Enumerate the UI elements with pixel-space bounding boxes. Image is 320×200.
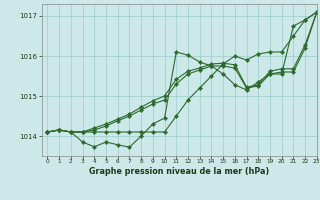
X-axis label: Graphe pression niveau de la mer (hPa): Graphe pression niveau de la mer (hPa) bbox=[89, 167, 269, 176]
